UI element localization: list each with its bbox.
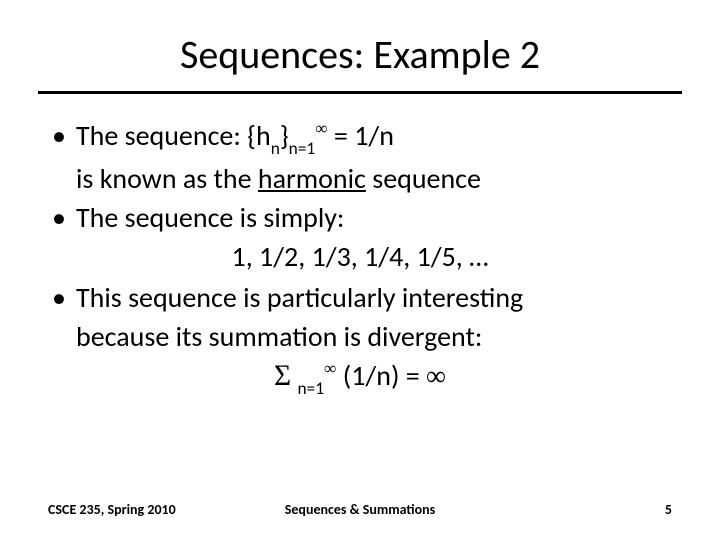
title-rule — [38, 91, 682, 94]
sum-rest: (1/n) = — [336, 358, 426, 393]
sum-sub: n=1 — [297, 377, 324, 399]
b1-text-a: The sequence: {h — [76, 118, 271, 153]
bullet-list-2: The sequence is simply: — [48, 200, 672, 235]
slide-title: Sequences: Example 2 — [48, 30, 672, 91]
bullet-3-sum: Σ n=1∞ (1/n) = ∞ — [48, 358, 672, 397]
bullet-1-line2: is known as the harmonic sequence — [48, 161, 672, 196]
b2-text: The sequence is simply: — [76, 200, 344, 235]
bullet-3: This sequence is particularly interestin… — [48, 280, 672, 315]
b1l2-harmonic: harmonic — [258, 161, 366, 196]
slide-body: The sequence: {hn}n=1∞ = 1/n is known as… — [48, 118, 672, 398]
sum-sup: ∞ — [324, 359, 336, 378]
b1-sub-n: n — [271, 137, 280, 159]
bullet-3-line2: because its summation is divergent: — [48, 319, 672, 354]
bullet-list: The sequence: {hn}n=1∞ = 1/n — [48, 118, 672, 157]
b1-brace: } — [280, 118, 289, 153]
sum-inf: ∞ — [426, 361, 446, 392]
b1l2-b: sequence — [366, 161, 481, 196]
bullet-list-3: This sequence is particularly interestin… — [48, 280, 672, 315]
b1-sub-n1: n=1 — [289, 137, 316, 159]
footer-left: CSCE 235, Spring 2010 — [48, 501, 176, 518]
bullet-1: The sequence: {hn}n=1∞ = 1/n — [48, 118, 672, 157]
sigma-icon: Σ — [274, 360, 291, 392]
b3-line1: This sequence is particularly interestin… — [76, 280, 523, 315]
b1-text-b: = 1/n — [328, 118, 394, 153]
b1l2-a: is known as the — [76, 161, 258, 196]
b1-sup-inf: ∞ — [315, 119, 327, 138]
bullet-2: The sequence is simply: — [48, 200, 672, 235]
footer-page-number: 5 — [665, 501, 672, 518]
bullet-2-center: 1, 1/2, 1/3, 1/4, 1/5, … — [48, 239, 672, 274]
slide: Sequences: Example 2 The sequence: {hn}n… — [0, 0, 720, 540]
footer: CSCE 235, Spring 2010 Sequences & Summat… — [0, 501, 720, 518]
